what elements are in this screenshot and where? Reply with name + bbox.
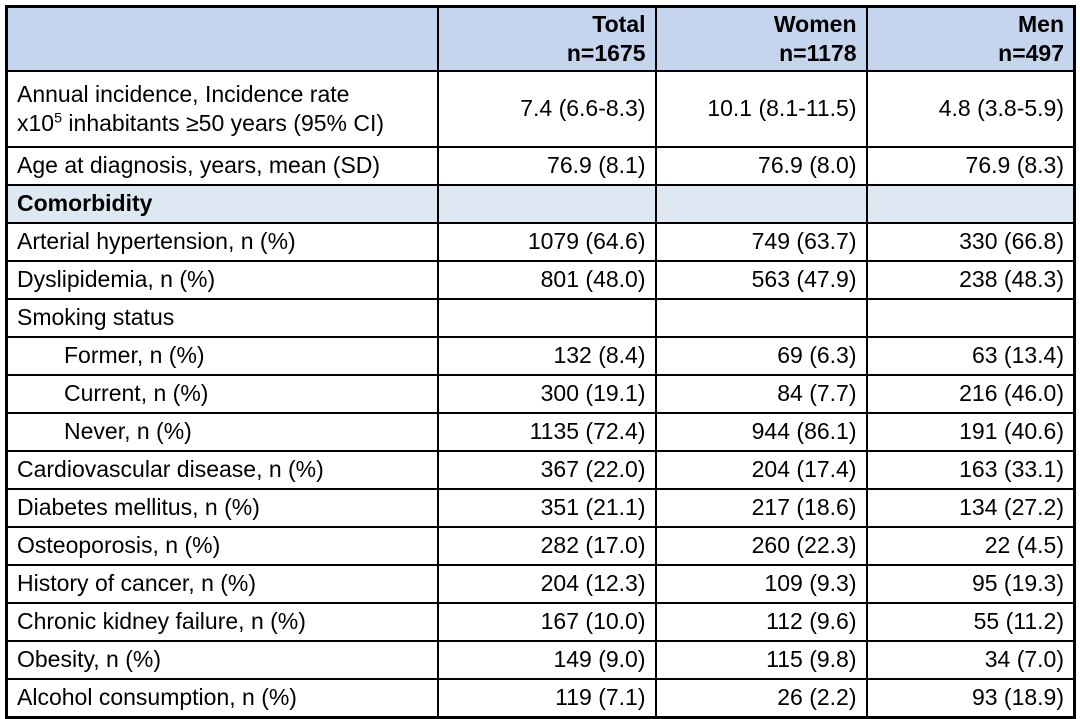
value-men: 55 (11.2) (865, 602, 1076, 642)
row-label-indented: Former, n (%) (5, 336, 439, 376)
row-label: Age at diagnosis, years, mean (SD) (5, 146, 439, 186)
value-men (865, 184, 1076, 224)
header-row: Total n=1675 Women n=1178 Men n=497 (5, 5, 1076, 72)
row-label: Annual incidence, Incidence rate x105 in… (5, 70, 439, 148)
header-col-women: Women n=1178 (654, 5, 868, 72)
value-total: 132 (8.4) (436, 336, 657, 376)
row-diabetes-mellitus: Diabetes mellitus, n (%) 351 (21.1) 217 … (5, 488, 1076, 528)
value-men: 93 (18.9) (865, 678, 1076, 719)
value-total: 282 (17.0) (436, 526, 657, 566)
header-stub-cell (5, 5, 439, 72)
row-cardiovascular-disease: Cardiovascular disease, n (%) 367 (22.0)… (5, 450, 1076, 490)
row-label: Smoking status (5, 298, 439, 338)
value-total: 300 (19.1) (436, 374, 657, 414)
section-label: Comorbidity (5, 184, 439, 224)
header-col-men: Men n=497 (865, 5, 1076, 72)
value-men: 34 (7.0) (865, 640, 1076, 680)
value-total: 204 (12.3) (436, 564, 657, 604)
header-women-n: n=1178 (779, 40, 857, 66)
value-men: 22 (4.5) (865, 526, 1076, 566)
row-label: Alcohol consumption, n (%) (5, 678, 439, 719)
row-label: Osteoporosis, n (%) (5, 526, 439, 566)
value-women (654, 298, 868, 338)
row-smoking-never: Never, n (%) 1135 (72.4) 944 (86.1) 191 … (5, 412, 1076, 452)
row-label: Cardiovascular disease, n (%) (5, 450, 439, 490)
value-total: 119 (7.1) (436, 678, 657, 719)
value-women: 749 (63.7) (654, 222, 868, 262)
value-total: 1135 (72.4) (436, 412, 657, 452)
header-col-total: Total n=1675 (436, 5, 657, 72)
section-row-comorbidity: Comorbidity (5, 184, 1076, 224)
row-label: Dyslipidemia, n (%) (5, 260, 439, 300)
value-total (436, 298, 657, 338)
value-women (654, 184, 868, 224)
row-label-indented: Never, n (%) (5, 412, 439, 452)
value-women: 204 (17.4) (654, 450, 868, 490)
header-total-label: Total (592, 10, 646, 37)
value-men (865, 298, 1076, 338)
value-women: 84 (7.7) (654, 374, 868, 414)
value-men: 95 (19.3) (865, 564, 1076, 604)
row-label: Diabetes mellitus, n (%) (5, 488, 439, 528)
row-label-line2: x105 inhabitants ≥50 years (95% CI) (17, 110, 385, 136)
row-label-indented: Current, n (%) (5, 374, 439, 414)
value-total: 76.9 (8.1) (436, 146, 657, 186)
superscript-5: 5 (54, 110, 63, 127)
row-label: History of cancer, n (%) (5, 564, 439, 604)
header-total-n: n=1675 (566, 40, 646, 66)
value-women: 109 (9.3) (654, 564, 868, 604)
row-smoking-former: Former, n (%) 132 (8.4) 69 (6.3) 63 (13.… (5, 336, 1076, 376)
row-label-line1: Annual incidence, Incidence rate (17, 80, 350, 107)
value-men: 216 (46.0) (865, 374, 1076, 414)
value-women: 944 (86.1) (654, 412, 868, 452)
value-total: 367 (22.0) (436, 450, 657, 490)
header-men-n: n=497 (998, 40, 1064, 66)
value-women: 260 (22.3) (654, 526, 868, 566)
value-women: 69 (6.3) (654, 336, 868, 376)
value-men: 76.9 (8.3) (865, 146, 1076, 186)
value-men: 330 (66.8) (865, 222, 1076, 262)
value-total: 351 (21.1) (436, 488, 657, 528)
row-smoking-current: Current, n (%) 300 (19.1) 84 (7.7) 216 (… (5, 374, 1076, 414)
value-men: 4.8 (3.8-5.9) (865, 70, 1076, 148)
row-annual-incidence: Annual incidence, Incidence rate x105 in… (5, 70, 1076, 148)
value-women: 563 (47.9) (654, 260, 868, 300)
page: Total n=1675 Women n=1178 Men n=497 Annu… (5, 5, 1076, 719)
row-history-of-cancer: History of cancer, n (%) 204 (12.3) 109 … (5, 564, 1076, 604)
row-dyslipidemia: Dyslipidemia, n (%) 801 (48.0) 563 (47.9… (5, 260, 1076, 300)
value-total: 167 (10.0) (436, 602, 657, 642)
value-men: 134 (27.2) (865, 488, 1076, 528)
value-total (436, 184, 657, 224)
value-men: 163 (33.1) (865, 450, 1076, 490)
value-women: 10.1 (8.1-11.5) (654, 70, 868, 148)
row-chronic-kidney-failure: Chronic kidney failure, n (%) 167 (10.0)… (5, 602, 1076, 642)
baseline-characteristics-table: Total n=1675 Women n=1178 Men n=497 Annu… (5, 5, 1076, 719)
value-total: 801 (48.0) (436, 260, 657, 300)
header-men-label: Men (1018, 10, 1064, 37)
value-men: 63 (13.4) (865, 336, 1076, 376)
row-age-at-diagnosis: Age at diagnosis, years, mean (SD) 76.9 … (5, 146, 1076, 186)
row-alcohol-consumption: Alcohol consumption, n (%) 119 (7.1) 26 … (5, 678, 1076, 719)
value-women: 76.9 (8.0) (654, 146, 868, 186)
value-women: 217 (18.6) (654, 488, 868, 528)
row-smoking-status: Smoking status (5, 298, 1076, 338)
header-women-label: Women (773, 10, 857, 37)
row-obesity: Obesity, n (%) 149 (9.0) 115 (9.8) 34 (7… (5, 640, 1076, 680)
value-total: 149 (9.0) (436, 640, 657, 680)
row-label: Arterial hypertension, n (%) (5, 222, 439, 262)
value-total: 7.4 (6.6-8.3) (436, 70, 657, 148)
value-men: 191 (40.6) (865, 412, 1076, 452)
value-women: 26 (2.2) (654, 678, 868, 719)
value-total: 1079 (64.6) (436, 222, 657, 262)
row-label: Obesity, n (%) (5, 640, 439, 680)
row-arterial-hypertension: Arterial hypertension, n (%) 1079 (64.6)… (5, 222, 1076, 262)
row-osteoporosis: Osteoporosis, n (%) 282 (17.0) 260 (22.3… (5, 526, 1076, 566)
value-women: 115 (9.8) (654, 640, 868, 680)
row-label: Chronic kidney failure, n (%) (5, 602, 439, 642)
value-women: 112 (9.6) (654, 602, 868, 642)
value-men: 238 (48.3) (865, 260, 1076, 300)
